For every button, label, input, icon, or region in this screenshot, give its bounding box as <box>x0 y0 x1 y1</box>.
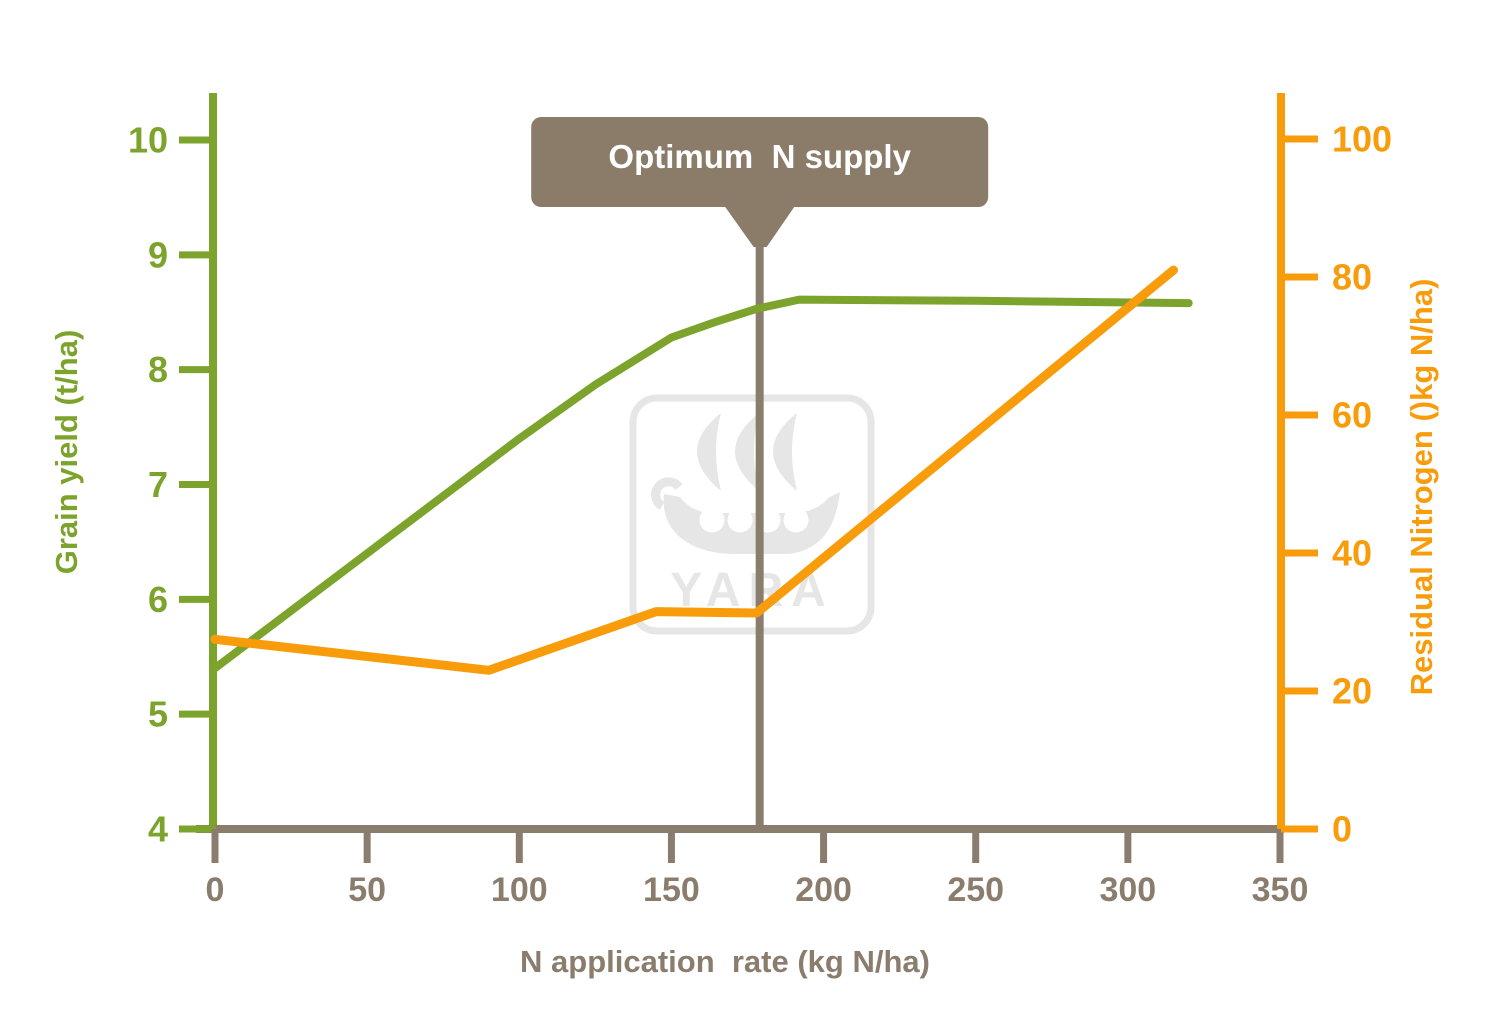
optimum-n-supply-callout: Optimum N supply <box>531 117 989 247</box>
callout-box <box>531 117 989 207</box>
viking-ship-icon <box>651 413 840 554</box>
yara-watermark-logo: YARA <box>629 394 875 635</box>
x-tick-label: 200 <box>795 871 852 909</box>
y-left-tick-label: 10 <box>128 120 168 161</box>
y-right-tick-label: 60 <box>1332 395 1372 436</box>
y-right-tick-label: 20 <box>1332 671 1372 712</box>
grain-yield-line <box>211 295 1193 673</box>
x-tick-label: 100 <box>491 871 548 909</box>
x-axis-title: N application rate (kg N/ha) <box>520 944 930 979</box>
y-left-tick-label: 8 <box>148 349 168 390</box>
y-right-tick-label: 100 <box>1332 119 1392 160</box>
x-tick-label: 300 <box>1099 871 1156 909</box>
y-right-axis-ticks: 0 20 40 60 80 100 <box>1281 119 1392 850</box>
y-left-tick-label: 6 <box>148 579 168 620</box>
callout-label: Optimum N supply <box>608 138 911 175</box>
x-axis-ticks: 0 50 100 150 200 250 300 350 <box>206 829 1309 909</box>
y-left-axis-title: Grain yield (t/ha) <box>49 330 84 575</box>
y-right-axis-title: Residual Nitrogen ()kg N/ha) <box>1404 279 1439 696</box>
y-left-tick-label: 5 <box>148 694 168 735</box>
y-right-tick-label: 40 <box>1332 533 1372 574</box>
y-right-tick-label: 0 <box>1332 809 1352 850</box>
callout-pointer <box>721 202 798 247</box>
x-tick-label: 250 <box>947 871 1004 909</box>
y-left-tick-label: 7 <box>148 464 168 505</box>
x-tick-label: 350 <box>1252 871 1309 909</box>
y-right-tick-label: 80 <box>1332 257 1372 298</box>
x-tick-label: 0 <box>206 871 225 909</box>
y-left-tick-label: 4 <box>148 809 168 850</box>
x-tick-label: 150 <box>643 871 700 909</box>
y-left-tick-label: 9 <box>148 234 168 275</box>
x-tick-label: 50 <box>348 871 386 909</box>
y-left-axis-ticks: 4 5 6 7 8 9 10 <box>128 120 216 850</box>
residual-nitrogen-line <box>210 265 1178 675</box>
